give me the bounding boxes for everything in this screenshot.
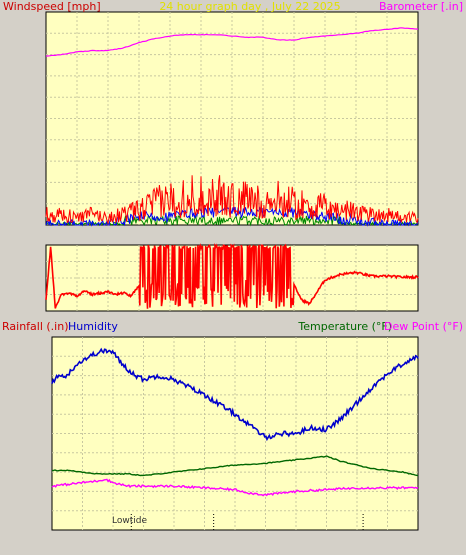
rain-humidity-temp-series — [51, 347, 419, 497]
lowtide-annotation: Lowtide — [112, 516, 147, 526]
wind-baro-series — [45, 27, 419, 227]
wind-direction-series — [45, 242, 419, 309]
barometer-axis-label: Barometer [.in] — [379, 0, 463, 13]
wind-direction-grid — [46, 245, 418, 311]
temperature-axis-label: Temperature (°F) — [297, 320, 392, 333]
wind-gust-series — [45, 206, 419, 227]
wind-direction-series — [45, 242, 419, 309]
temperature-series — [51, 455, 419, 477]
windspeed-series — [45, 175, 419, 225]
dewpoint-series — [51, 478, 419, 497]
wind-baro-grid — [46, 12, 418, 225]
chart-title: 24 hour graph day , July 22 2025 — [159, 0, 340, 13]
windspeed-axis-label: Windspeed [mph] — [3, 0, 101, 13]
barometer-series — [46, 27, 419, 57]
dewpoint-axis-label: Dew Point (°F) — [384, 320, 463, 333]
rainfall-axis-label: Rainfall (.in) — [2, 320, 69, 333]
humidity-axis-label: Humidity — [68, 320, 118, 333]
humidity-series — [51, 347, 419, 442]
